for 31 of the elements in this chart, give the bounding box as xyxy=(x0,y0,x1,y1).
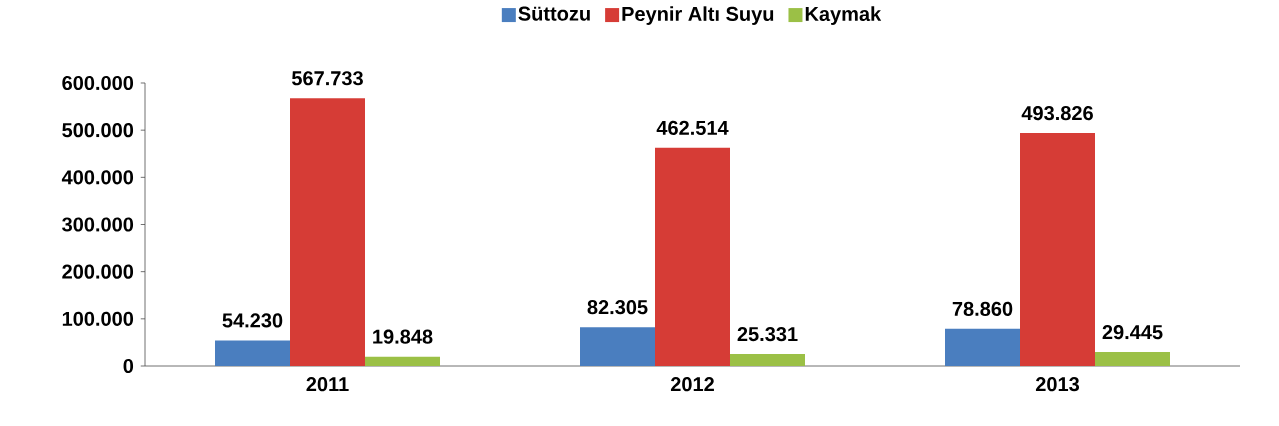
legend-label: Kaymak xyxy=(805,6,882,25)
bar xyxy=(945,328,1020,366)
data-label: 78.860 xyxy=(952,301,1013,316)
bar xyxy=(655,147,730,366)
data-label: 19.848 xyxy=(373,329,433,344)
bar xyxy=(290,98,365,366)
y-tick-label: 100.000 xyxy=(62,311,134,326)
y-tick-label: 400.000 xyxy=(61,170,134,185)
x-tick-label: 2012 xyxy=(670,377,714,392)
legend-label: Peynir Altı Suyu xyxy=(622,6,774,25)
y-tick-label: 300.000 xyxy=(62,217,134,232)
y-tick-label: 0 xyxy=(123,358,134,374)
data-label: 25.331 xyxy=(737,326,798,342)
bar xyxy=(1020,133,1095,366)
x-tick-label: 2013 xyxy=(1035,377,1080,392)
bar xyxy=(730,354,805,366)
y-tick-label: 600.000 xyxy=(62,75,134,91)
legend-label: Süttozu xyxy=(518,6,590,21)
x-tick-label: 2011 xyxy=(306,377,349,392)
y-tick-label: 500.000 xyxy=(62,123,134,138)
bar xyxy=(580,327,655,366)
bar xyxy=(215,340,290,366)
data-label: 493.826 xyxy=(1021,106,1093,121)
bar xyxy=(365,356,440,366)
bar xyxy=(1095,352,1170,366)
data-label: 567.733 xyxy=(291,71,363,86)
data-label: 54.230 xyxy=(222,313,283,328)
data-label: 82.305 xyxy=(587,300,648,315)
data-label: 462.514 xyxy=(656,120,729,135)
data-label: 29.445 xyxy=(1102,325,1163,340)
y-tick-label: 200.000 xyxy=(62,264,134,279)
